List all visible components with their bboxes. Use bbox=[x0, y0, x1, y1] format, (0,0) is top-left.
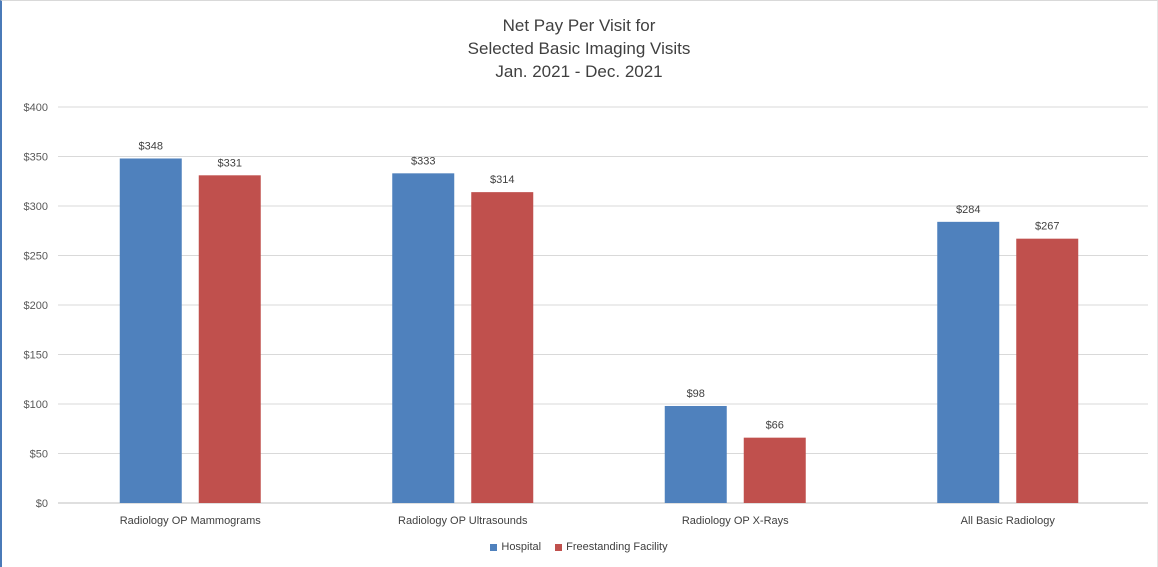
y-tick-label: $200 bbox=[24, 300, 48, 312]
data-label: $348 bbox=[139, 140, 163, 152]
legend-swatch-freestanding bbox=[555, 543, 563, 551]
legend-label-freestanding: Freestanding Facility bbox=[566, 541, 668, 553]
y-tick-label: $300 bbox=[24, 201, 48, 213]
y-tick-label: $250 bbox=[24, 251, 48, 263]
x-category-label: Radiology OP Ultrasounds bbox=[398, 515, 528, 527]
y-tick-label: $350 bbox=[24, 152, 48, 164]
y-axis-ticks: $0 $50 $100 $150 $200 $250 $300 $350 $400 bbox=[24, 102, 48, 510]
x-category-label: Radiology OP Mammograms bbox=[120, 515, 262, 527]
bar-hospital bbox=[664, 405, 727, 503]
data-label: $66 bbox=[766, 420, 784, 432]
data-label: $333 bbox=[411, 155, 435, 167]
bar-hospital bbox=[937, 221, 1000, 503]
chart-title-line-3: Jan. 2021 - Dec. 2021 bbox=[495, 62, 663, 81]
data-label: $98 bbox=[687, 388, 705, 400]
legend-item-hospital: Hospital bbox=[490, 541, 541, 553]
y-tick-label: $100 bbox=[24, 399, 48, 411]
x-axis-categories: Radiology OP Mammograms Radiology OP Ultr… bbox=[120, 515, 1056, 527]
chart-title-line-1: Net Pay Per Visit for bbox=[502, 16, 656, 35]
x-category-label: Radiology OP X-Rays bbox=[682, 515, 789, 527]
bar-freestanding bbox=[198, 175, 261, 503]
data-labels: $348 $331 $333 $314 $98 $66 $284 $267 bbox=[139, 140, 1060, 431]
data-label: $284 bbox=[956, 204, 980, 216]
y-tick-label: $150 bbox=[24, 350, 48, 362]
bars bbox=[119, 158, 1079, 504]
legend-item-freestanding: Freestanding Facility bbox=[555, 541, 668, 553]
data-label: $331 bbox=[218, 157, 242, 169]
x-category-label: All Basic Radiology bbox=[961, 515, 1056, 527]
y-tick-label: $400 bbox=[24, 102, 48, 114]
legend: Hospital Freestanding Facility bbox=[0, 541, 1158, 553]
chart-title: Net Pay Per Visit for Selected Basic Ima… bbox=[0, 14, 1158, 83]
chart-title-line-2: Selected Basic Imaging Visits bbox=[467, 39, 691, 58]
y-tick-label: $50 bbox=[30, 449, 48, 461]
legend-swatch-hospital bbox=[490, 543, 498, 551]
data-label: $314 bbox=[490, 174, 514, 186]
legend-label-hospital: Hospital bbox=[501, 541, 542, 553]
y-tick-label: $0 bbox=[36, 498, 48, 510]
bar-freestanding bbox=[743, 437, 806, 503]
bar-freestanding bbox=[1016, 238, 1079, 504]
data-label: $267 bbox=[1035, 221, 1059, 233]
bar-hospital bbox=[392, 173, 455, 503]
bar-freestanding bbox=[471, 192, 534, 503]
bar-hospital bbox=[119, 158, 182, 504]
